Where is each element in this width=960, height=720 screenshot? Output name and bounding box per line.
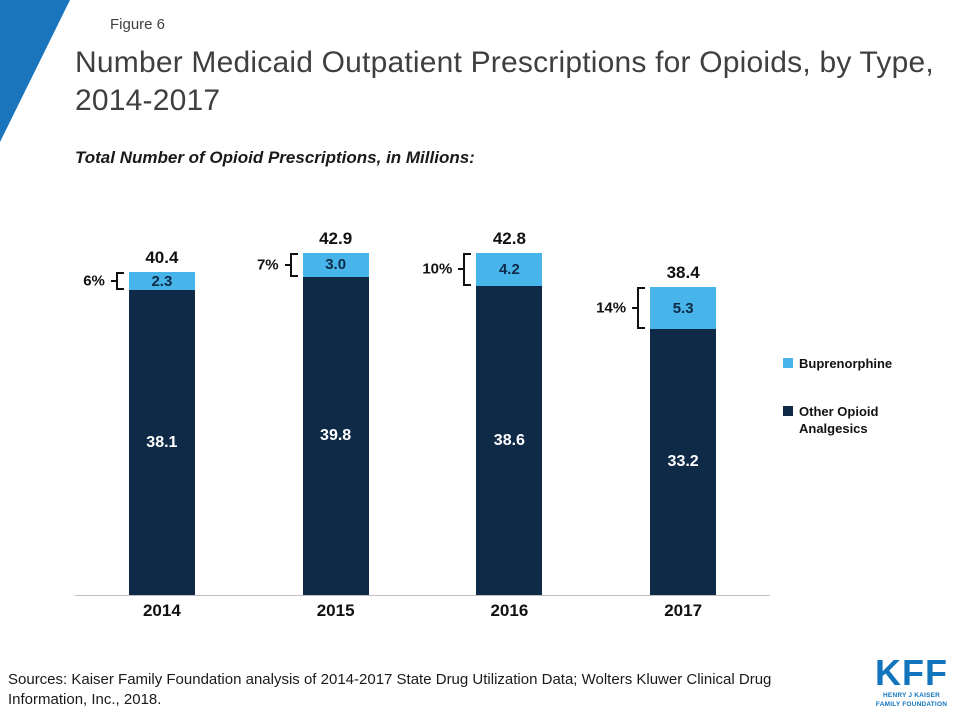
chart-subtitle: Total Number of Opioid Prescriptions, in… [75,148,475,167]
pct-bracket [284,252,298,277]
bar-group: 42.8 4.2 38.6 10% [422,228,597,595]
x-axis-label: 2014 [142,601,181,620]
bar-total-label: 40.4 [145,247,179,267]
bar-segment-buprenorphine: 5.3 [650,287,717,330]
segment-value-label: 38.6 [493,431,525,449]
bar-total-label: 42.8 [492,228,526,248]
bar-group: 42.9 3.0 39.8 7% [249,229,423,595]
legend-label-other-opioid: Other Opioid Analgesics [799,404,879,436]
bar-segment-buprenorphine: 4.2 [476,252,543,287]
pct-label: 7% [256,256,279,274]
pct-label: 14% [596,299,627,317]
legend-swatch-other-opioid-icon [783,406,793,417]
segment-value-label: 3.0 [325,256,347,274]
segment-value-label: 33.2 [667,453,699,471]
segment-value-label: 4.2 [498,260,520,278]
stacked-bar: 2.3 38.1 6% [83,271,195,595]
bar-group: 38.4 5.3 33.2 14% [596,263,770,595]
legend: Buprenorphine Other Opioid Analgesics [783,356,908,469]
x-axis-row: 2014 2015 2016 2017 [75,601,770,621]
bar-group: 40.4 2.3 38.1 6% [75,248,249,595]
pct-bracket [632,287,646,330]
kff-logo-tagline-line2: FAMILY FOUNDATION [875,701,948,709]
figure-label: Figure 6 [110,16,166,33]
stacked-bar: 4.2 38.6 10% [422,252,543,595]
page-title: Number Medicaid Outpatient Prescriptions… [75,46,934,118]
pct-label: 10% [422,260,453,278]
segment-value-label: 39.8 [320,426,352,444]
kff-logo-tagline-line1: HENRY J KAISER [883,692,940,700]
kff-logo-tagline: HENRY J KAISER FAMILY FOUNDATION [875,692,948,710]
stacked-bar: 5.3 33.2 14% [596,287,717,595]
bar-segment-other-opioid: 38.6 [476,286,543,595]
bar-segment-buprenorphine: 3.0 [302,252,369,277]
legend-item-buprenorphine: Buprenorphine [783,356,908,372]
plot-area: 40.4 2.3 38.1 6% 42.9 3.0 39.8 7% 42.8 4.2 38.6 10%… [75,210,770,596]
legend-item-other-opioid: Other Opioid Analgesics [783,404,908,437]
bar-segment-buprenorphine: 2.3 [128,271,195,291]
bar-segment-other-opioid: 38.1 [128,290,195,595]
bar-total-label: 42.9 [319,228,353,248]
kff-logo-text: KFF [875,652,948,694]
legend-label-buprenorphine: Buprenorphine [799,356,893,371]
segment-value-label: 5.3 [672,299,694,317]
x-axis-label: 2016 [490,601,529,620]
segment-value-label: 38.1 [146,433,178,451]
kff-logo: KFF HENRY J KAISER FAMILY FOUNDATION [875,655,948,710]
bar-total-label: 38.4 [666,263,700,282]
stacked-bar: 3.0 39.8 7% [257,252,369,595]
source-text: Sources: Kaiser Family Foundation analys… [8,670,772,708]
pct-bracket [110,271,124,291]
x-axis-label: 2015 [316,601,355,620]
bar-segment-other-opioid: 33.2 [650,329,717,595]
segment-value-label: 2.3 [151,272,173,290]
pct-bracket [458,252,472,287]
bar-segment-other-opioid: 39.8 [302,276,369,595]
corner-triangle-decoration [0,0,70,142]
pct-label: 6% [83,272,105,290]
x-axis-label: 2017 [664,601,703,620]
legend-swatch-buprenorphine-icon [783,358,793,368]
